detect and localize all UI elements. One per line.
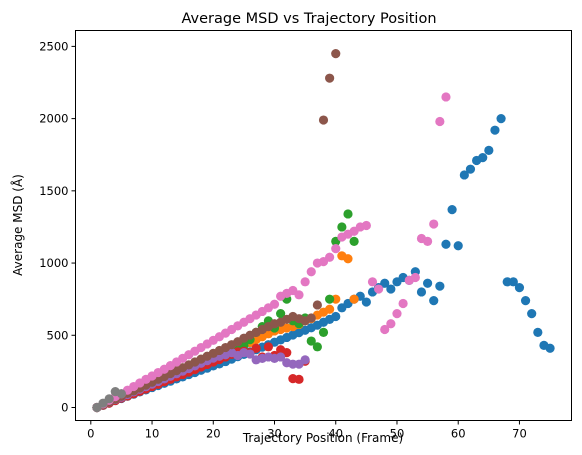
series-7	[92, 92, 451, 413]
y-axis-label: Average MSD (Å)	[10, 174, 25, 276]
data-point	[367, 277, 378, 287]
data-point	[435, 116, 445, 127]
data-point	[459, 170, 469, 180]
data-point	[429, 219, 439, 229]
data-point	[306, 313, 316, 323]
data-point	[496, 114, 506, 124]
data-point	[116, 389, 127, 399]
data-points	[92, 49, 555, 413]
data-point	[514, 283, 525, 293]
data-point	[398, 298, 408, 309]
data-point	[312, 342, 322, 352]
x-tick-label: 0	[87, 427, 94, 441]
data-point	[478, 153, 488, 163]
data-point	[245, 349, 255, 359]
series-8	[92, 387, 127, 413]
data-point	[104, 394, 114, 404]
data-point	[318, 327, 329, 337]
x-tick-label: 70	[512, 427, 527, 441]
data-point	[429, 296, 439, 306]
data-point	[325, 304, 335, 314]
data-point	[441, 239, 451, 249]
data-point	[508, 277, 518, 287]
data-point	[318, 115, 329, 125]
data-point	[331, 311, 341, 322]
y-tick-label: 1000	[39, 256, 68, 270]
data-point	[545, 343, 555, 353]
x-tick-label: 50	[390, 427, 405, 441]
data-point	[276, 309, 286, 319]
data-point	[520, 296, 531, 306]
data-point	[331, 49, 341, 59]
data-point	[484, 145, 494, 155]
x-tick-label: 30	[267, 427, 282, 441]
data-point	[276, 352, 286, 362]
data-point	[386, 284, 396, 294]
data-point	[422, 236, 433, 246]
data-point	[453, 241, 463, 251]
data-point	[380, 278, 390, 288]
data-point	[410, 272, 420, 283]
data-point	[361, 220, 371, 231]
data-point	[465, 164, 476, 174]
series-4	[92, 342, 310, 413]
data-point	[325, 252, 335, 262]
axes-frame	[75, 30, 572, 421]
x-axis: 0 10 20 30 40 50 60 70	[87, 420, 527, 441]
data-point	[392, 309, 402, 319]
data-point	[331, 244, 341, 254]
data-point	[263, 342, 273, 352]
data-point	[447, 205, 457, 215]
data-point	[349, 236, 359, 246]
data-point	[306, 267, 316, 277]
data-point	[422, 278, 433, 288]
data-point	[374, 284, 384, 294]
data-point	[294, 374, 304, 384]
data-point	[416, 287, 427, 297]
y-tick-label: 2000	[39, 112, 68, 126]
data-point	[343, 254, 353, 264]
data-point	[251, 343, 261, 353]
data-point	[325, 73, 335, 83]
data-point	[435, 281, 445, 291]
data-point	[306, 336, 316, 346]
y-axis: 0 500 1000 1500 2000 2500	[39, 39, 76, 415]
data-point	[533, 327, 543, 337]
x-tick-label: 20	[206, 427, 221, 441]
x-tick-label: 10	[145, 427, 160, 441]
data-point	[312, 300, 322, 310]
data-point	[300, 355, 310, 365]
x-axis-label: Trajectory Position (Frame)	[242, 431, 403, 445]
chart-title: Average MSD vs Trajectory Position	[181, 11, 436, 27]
data-point	[386, 319, 396, 329]
data-point	[441, 92, 451, 102]
data-point	[294, 290, 304, 300]
data-point	[527, 309, 537, 319]
data-point	[325, 294, 335, 304]
y-tick-label: 1500	[39, 184, 68, 198]
y-tick-label: 500	[47, 328, 69, 342]
data-point	[490, 125, 500, 135]
data-point	[269, 299, 280, 309]
data-point	[343, 209, 353, 219]
data-point	[380, 324, 390, 335]
x-tick-label: 40	[328, 427, 343, 441]
data-point	[349, 294, 359, 304]
data-point	[300, 277, 310, 287]
data-point	[337, 222, 347, 232]
y-tick-label: 2500	[39, 39, 68, 53]
y-tick-label: 0	[61, 401, 68, 415]
x-tick-label: 60	[451, 427, 466, 441]
data-point	[361, 297, 371, 307]
